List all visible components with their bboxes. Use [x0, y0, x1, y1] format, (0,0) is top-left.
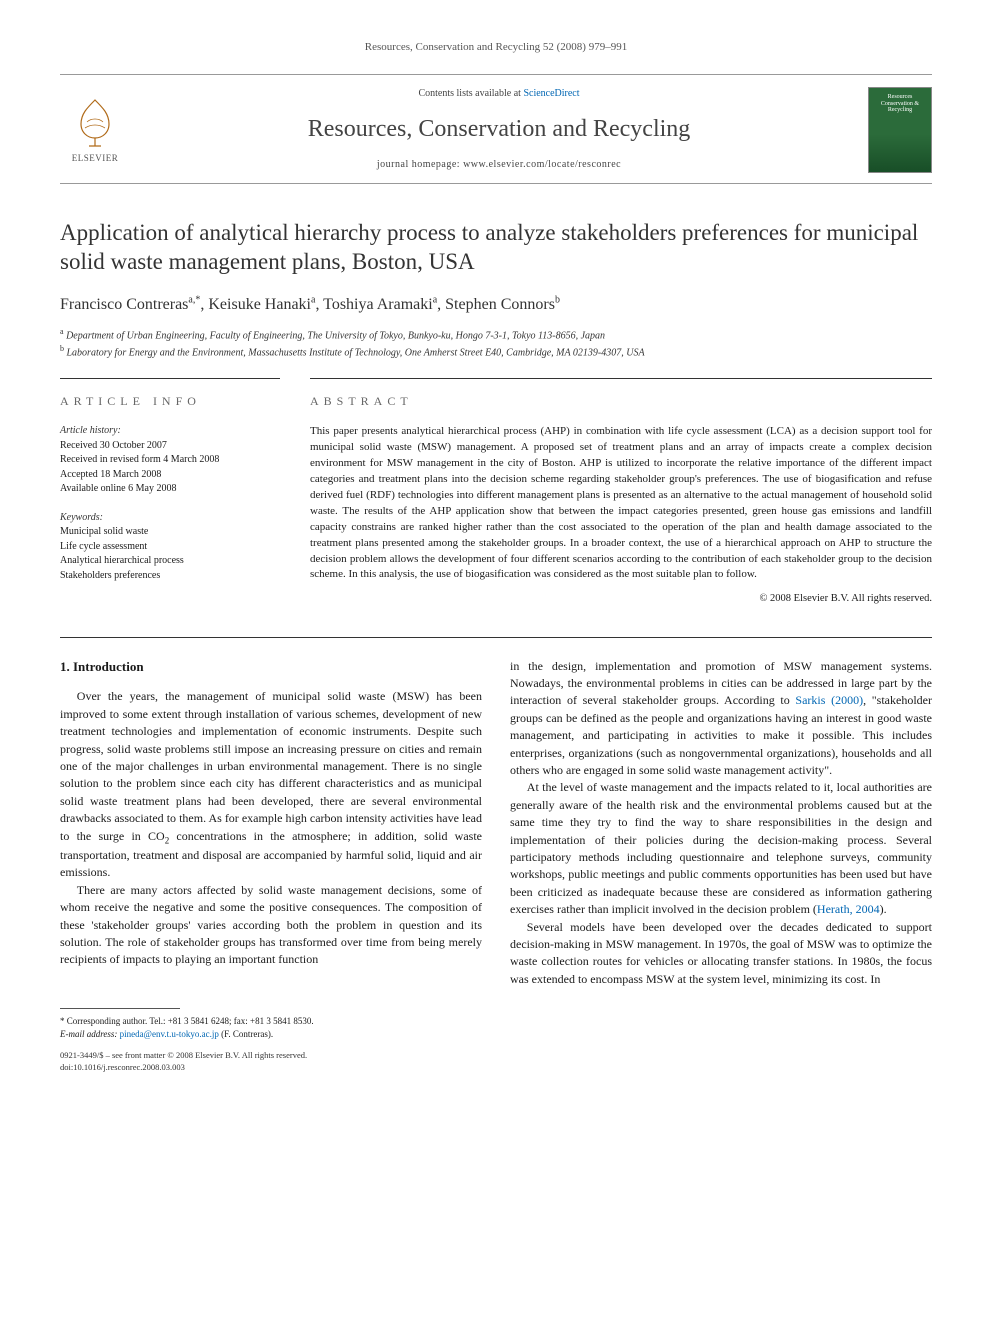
affiliations: a Department of Urban Engineering, Facul…: [60, 326, 932, 361]
aff-text: Department of Urban Engineering, Faculty…: [66, 330, 605, 341]
keyword: Stakeholders preferences: [60, 569, 280, 584]
citation-link[interactable]: Sarkis (2000): [795, 693, 863, 707]
author-4: Stephen Connorsb: [445, 296, 560, 313]
authors-line: Francisco Contrerasa,*, Keisuke Hanakia,…: [60, 293, 932, 316]
aff-text: Laboratory for Energy and the Environmen…: [67, 348, 645, 359]
aff-key: b: [60, 344, 64, 353]
author-name: Toshiya Aramaki: [323, 296, 433, 313]
email-address[interactable]: pineda@env.t.u-tokyo.ac.jp: [120, 1029, 219, 1039]
footnote-rule: [60, 1008, 180, 1009]
contents-line: Contents lists available at ScienceDirec…: [130, 87, 868, 102]
info-abstract-row: ARTICLE INFO Article history: Received 3…: [60, 379, 932, 607]
front-matter-line: 0921-3449/$ – see front matter © 2008 El…: [60, 1050, 932, 1062]
text-run: At the level of waste management and the…: [510, 780, 932, 916]
article-info-heading: ARTICLE INFO: [60, 393, 280, 410]
journal-cover-thumbnail: Resources Conservation & Recycling: [868, 87, 932, 173]
author-name: Keisuke Hanaki: [208, 296, 311, 313]
sciencedirect-link[interactable]: ScienceDirect: [523, 88, 579, 99]
footer-meta: 0921-3449/$ – see front matter © 2008 El…: [60, 1050, 932, 1074]
journal-homepage: journal homepage: www.elsevier.com/locat…: [130, 158, 868, 173]
doi-line: doi:10.1016/j.resconrec.2008.03.003: [60, 1062, 932, 1074]
section-divider: [60, 637, 932, 638]
citation-link[interactable]: Herath, 2004: [817, 902, 880, 916]
email-label: E-mail address:: [60, 1029, 117, 1039]
author-name: Francisco Contreras: [60, 296, 188, 313]
body-paragraph: in the design, implementation and promot…: [510, 658, 932, 780]
history-line: Accepted 18 March 2008: [60, 468, 280, 483]
elsevier-tree-icon: [67, 94, 123, 150]
author-3: Toshiya Aramakia: [323, 296, 437, 313]
article-title: Application of analytical hierarchy proc…: [60, 218, 932, 277]
body-columns: 1. Introduction Over the years, the mana…: [60, 658, 932, 988]
article-info-column: ARTICLE INFO Article history: Received 3…: [60, 378, 280, 607]
journal-name: Resources, Conservation and Recycling: [130, 112, 868, 147]
body-paragraph: Several models have been developed over …: [510, 919, 932, 989]
keyword: Analytical hierarchical process: [60, 554, 280, 569]
keywords-block: Keywords: Municipal solid waste Life cyc…: [60, 511, 280, 584]
article-history: Article history: Received 30 October 200…: [60, 424, 280, 497]
publisher-logo: ELSEVIER: [60, 90, 130, 170]
abstract-text: This paper presents analytical hierarchi…: [310, 424, 932, 583]
section-1-heading: 1. Introduction: [60, 658, 482, 677]
keyword: Municipal solid waste: [60, 525, 280, 540]
author-sup: a: [433, 294, 437, 305]
corresponding-author: * Corresponding author. Tel.: +81 3 5841…: [60, 1015, 932, 1028]
email-who: (F. Contreras).: [221, 1029, 273, 1039]
body-paragraph: At the level of waste management and the…: [510, 779, 932, 918]
affiliation-b: b Laboratory for Energy and the Environm…: [60, 343, 932, 360]
publisher-name: ELSEVIER: [72, 152, 119, 165]
email-line: E-mail address: pineda@env.t.u-tokyo.ac.…: [60, 1028, 932, 1041]
body-paragraph: There are many actors affected by solid …: [60, 882, 482, 969]
cover-caption: Resources Conservation & Recycling: [873, 94, 927, 114]
author-name: Stephen Connors: [445, 296, 555, 313]
history-line: Available online 6 May 2008: [60, 482, 280, 497]
history-line: Received in revised form 4 March 2008: [60, 453, 280, 468]
history-line: Received 30 October 2007: [60, 439, 280, 454]
author-1: Francisco Contrerasa,*: [60, 296, 200, 313]
footnotes: * Corresponding author. Tel.: +81 3 5841…: [60, 1015, 932, 1040]
abstract-heading: ABSTRACT: [310, 393, 932, 410]
body-paragraph: Over the years, the management of munici…: [60, 688, 482, 881]
history-label: Article history:: [60, 424, 280, 439]
text-run: Over the years, the management of munici…: [60, 689, 482, 842]
keywords-label: Keywords:: [60, 511, 280, 526]
author-sup: a,*: [188, 294, 200, 305]
masthead: ELSEVIER Contents lists available at Sci…: [60, 74, 932, 184]
affiliation-a: a Department of Urban Engineering, Facul…: [60, 326, 932, 343]
keyword: Life cycle assessment: [60, 540, 280, 555]
author-sup: a: [311, 294, 315, 305]
contents-prefix: Contents lists available at: [418, 88, 523, 99]
abstract-column: ABSTRACT This paper presents analytical …: [310, 378, 932, 607]
text-run: ).: [880, 902, 887, 916]
running-head: Resources, Conservation and Recycling 52…: [60, 40, 932, 56]
aff-key: a: [60, 327, 64, 336]
abstract-copyright: © 2008 Elsevier B.V. All rights reserved…: [310, 591, 932, 606]
author-2: Keisuke Hanakia: [208, 296, 315, 313]
author-sup: b: [555, 294, 560, 305]
